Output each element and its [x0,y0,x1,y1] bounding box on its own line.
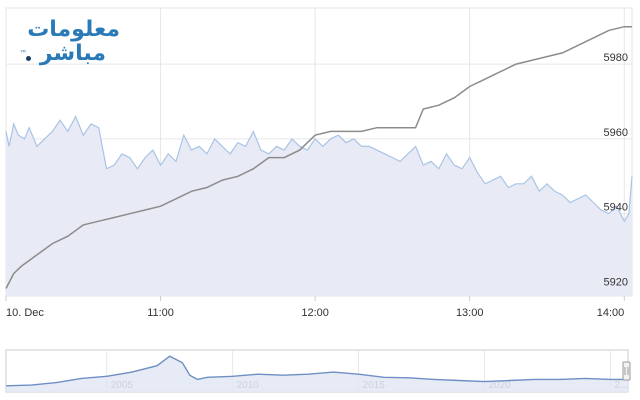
navigator-handle[interactable] [622,361,631,381]
brand-logo: معلومات مباشر ™ [20,18,120,72]
y-tick-label: 5940 [604,202,628,214]
logo-line-2: مباشر [39,41,106,66]
logo-dot [26,56,31,61]
x-tick-label: 11:00 [147,307,174,319]
price-line[interactable] [5,115,633,223]
main-plot[interactable] [5,25,633,296]
main-axes: 5920 5940 5960 5980 10. Dec 11:00 12:00 13:00 14… [5,52,628,319]
y-tick-label: 5980 [604,52,628,64]
x-tick-label: 10. Dec [6,307,44,319]
navigator[interactable]: 20052010201520202... [5,349,631,393]
price-area-fill [6,116,632,296]
x-tick-label: 12:00 [301,307,329,319]
x-tick-label: 14:00 [597,307,625,319]
navigator-line [5,355,628,387]
logo-line-1: معلومات [27,17,120,42]
volume-cumulative-line[interactable] [5,25,632,289]
logo-trademark: ™ [20,50,26,56]
x-tick-label: 13:00 [456,307,484,319]
y-tick-label: 5960 [604,127,628,139]
y-tick-label: 5920 [604,277,628,289]
